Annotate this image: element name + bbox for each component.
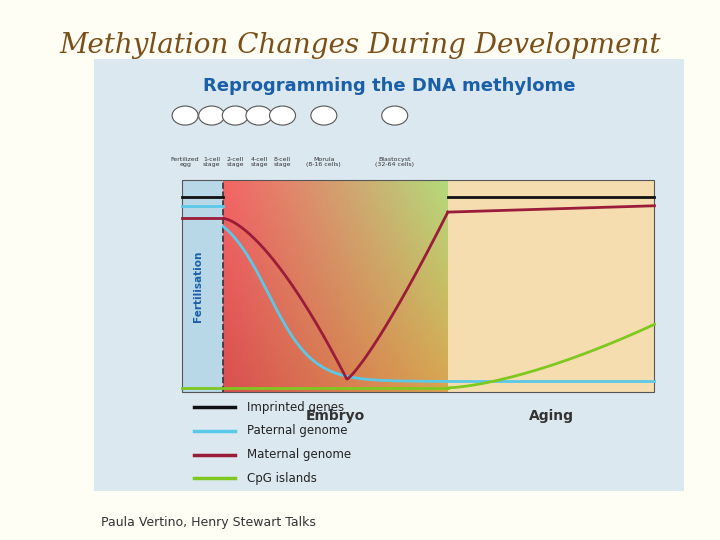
Text: Morula
(8-16 cells): Morula (8-16 cells) [307, 157, 341, 167]
Text: CpG islands: CpG islands [247, 472, 317, 485]
Circle shape [199, 106, 225, 125]
Text: Fertilisation: Fertilisation [193, 251, 203, 322]
Text: 4-cell
stage: 4-cell stage [250, 157, 268, 167]
Text: Imprinted genes: Imprinted genes [247, 401, 344, 414]
Circle shape [382, 106, 408, 125]
Text: 8-cell
stage: 8-cell stage [274, 157, 292, 167]
Circle shape [311, 106, 337, 125]
Circle shape [269, 106, 295, 125]
Circle shape [246, 106, 272, 125]
Text: Blastocyst
(32-64 cells): Blastocyst (32-64 cells) [375, 157, 414, 167]
Text: Reprogramming the DNA methylome: Reprogramming the DNA methylome [202, 77, 575, 94]
Text: Methylation Changes During Development: Methylation Changes During Development [59, 32, 661, 59]
Circle shape [172, 106, 198, 125]
Circle shape [222, 106, 248, 125]
Text: Embryo: Embryo [306, 409, 365, 423]
Text: 2-cell
stage: 2-cell stage [227, 157, 244, 167]
Text: Fertilized
egg: Fertilized egg [171, 157, 199, 167]
Text: 1-cell
stage: 1-cell stage [203, 157, 220, 167]
Bar [182, 180, 223, 392]
Text: Paula Vertino, Henry Stewart Talks: Paula Vertino, Henry Stewart Talks [101, 516, 315, 529]
Text: Maternal genome: Maternal genome [247, 448, 351, 461]
Text: Aging: Aging [528, 409, 574, 423]
Text: Paternal genome: Paternal genome [247, 424, 348, 437]
